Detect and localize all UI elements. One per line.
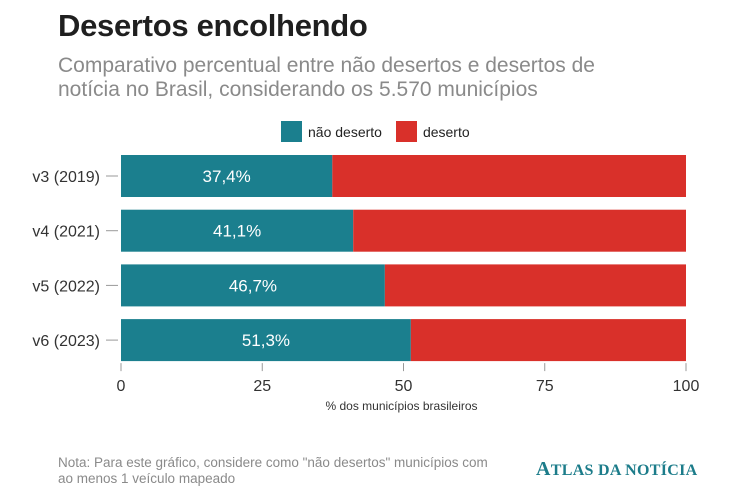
bar-nao-deserto-0 [121, 155, 333, 197]
data-label: 46,7% [229, 276, 277, 295]
data-label: 51,3% [242, 331, 290, 350]
category-label: v5 (2022) [32, 278, 100, 295]
bar-deserto-3 [410, 319, 686, 362]
legend-item-nao-deserto: não deserto [281, 121, 382, 142]
bar-deserto-1 [353, 209, 686, 252]
bar-nao-deserto-3 [121, 319, 411, 362]
chart-subtitle: Comparativo percentual entre não deserto… [58, 54, 595, 101]
category-label: v6 (2023) [32, 333, 100, 350]
legend-label-deserto: deserto [422, 123, 470, 140]
data-label: 37,4% [203, 167, 251, 186]
bar-nao-deserto-1 [121, 209, 354, 252]
x-axis-label: % dos municípios brasileiros [325, 399, 477, 413]
brand-logo: ATLAS DA NOTÍCIA [536, 458, 698, 480]
category-label: v3 (2019) [32, 169, 100, 186]
bar-nao-deserto-2 [121, 264, 385, 307]
x-tick-label: 50 [395, 378, 413, 395]
bar-deserto-2 [384, 264, 686, 307]
bar-deserto-0 [332, 155, 686, 197]
legend-item-deserto: deserto [395, 121, 470, 142]
chart-title: Desertos encolhendo [58, 8, 368, 43]
x-tick-label: 25 [253, 378, 271, 395]
footnote: Nota: Para este gráfico, considere como … [58, 455, 488, 486]
data-label: 41,1% [213, 222, 261, 241]
x-tick-label: 100 [673, 378, 700, 395]
legend-swatch-deserto [395, 121, 417, 142]
legend-swatch-nao-deserto [281, 121, 302, 142]
x-tick-label: 0 [117, 378, 126, 395]
category-label: v4 (2021) [32, 224, 100, 241]
chart-legend: não deserto deserto [281, 121, 484, 142]
legend-label-nao-deserto: não deserto [308, 123, 382, 140]
x-tick-label: 75 [536, 378, 554, 395]
